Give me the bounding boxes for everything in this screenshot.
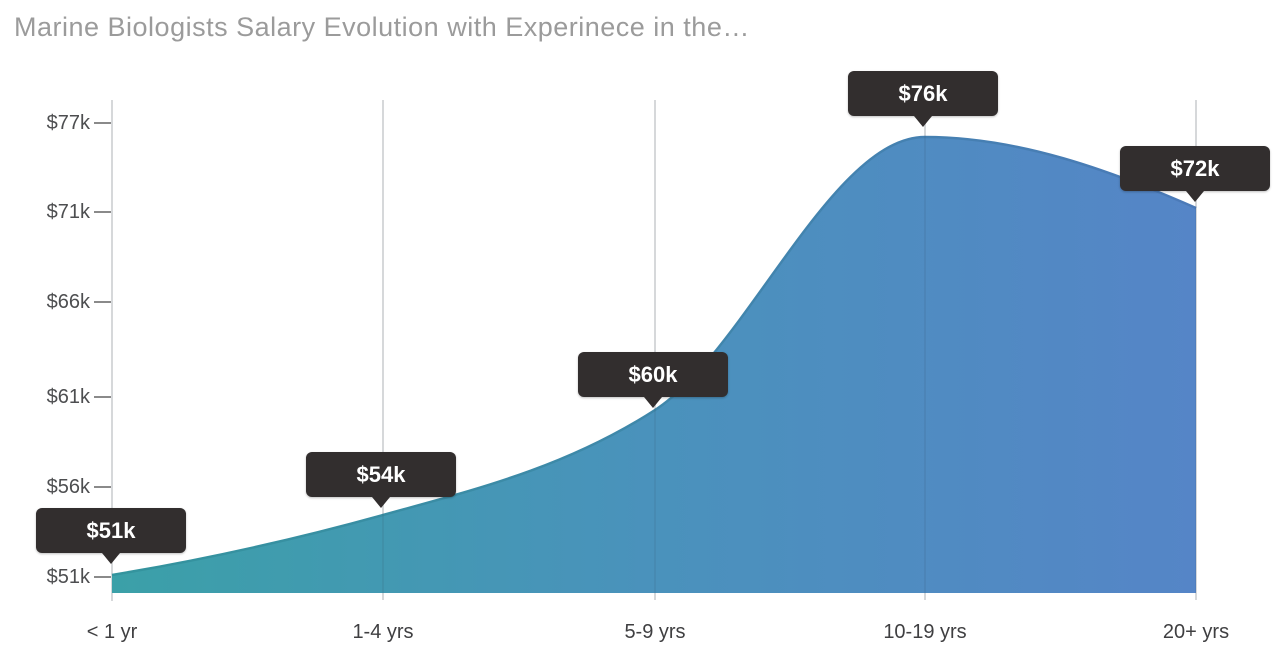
x-tick-label: 10-19 yrs [883, 621, 967, 643]
chart-title: Marine Biologists Salary Evolution with … [14, 12, 750, 42]
data-label-callout: $51k [36, 508, 186, 564]
x-tick-label: 5-9 yrs [624, 621, 686, 643]
data-label-callout: $76k [848, 71, 998, 127]
x-tick-label: < 1 yr [86, 621, 138, 643]
salary-area-series[interactable] [112, 137, 1196, 593]
y-axis-tick-marks [94, 122, 111, 578]
y-tick-label: $66k [46, 291, 90, 313]
y-tick-label: $56k [46, 476, 90, 498]
x-tick-label: 1-4 yrs [352, 621, 414, 643]
y-tick-label: $77k [46, 112, 90, 134]
y-tick-label: $61k [46, 386, 90, 408]
y-tick-label: $71k [46, 201, 90, 223]
data-label-callout: $60k [578, 352, 728, 408]
data-label-callout: $72k [1120, 146, 1270, 202]
y-tick-label: $51k [46, 566, 90, 588]
data-label-callout: $54k [306, 452, 456, 508]
x-tick-label: 20+ yrs [1162, 621, 1230, 643]
